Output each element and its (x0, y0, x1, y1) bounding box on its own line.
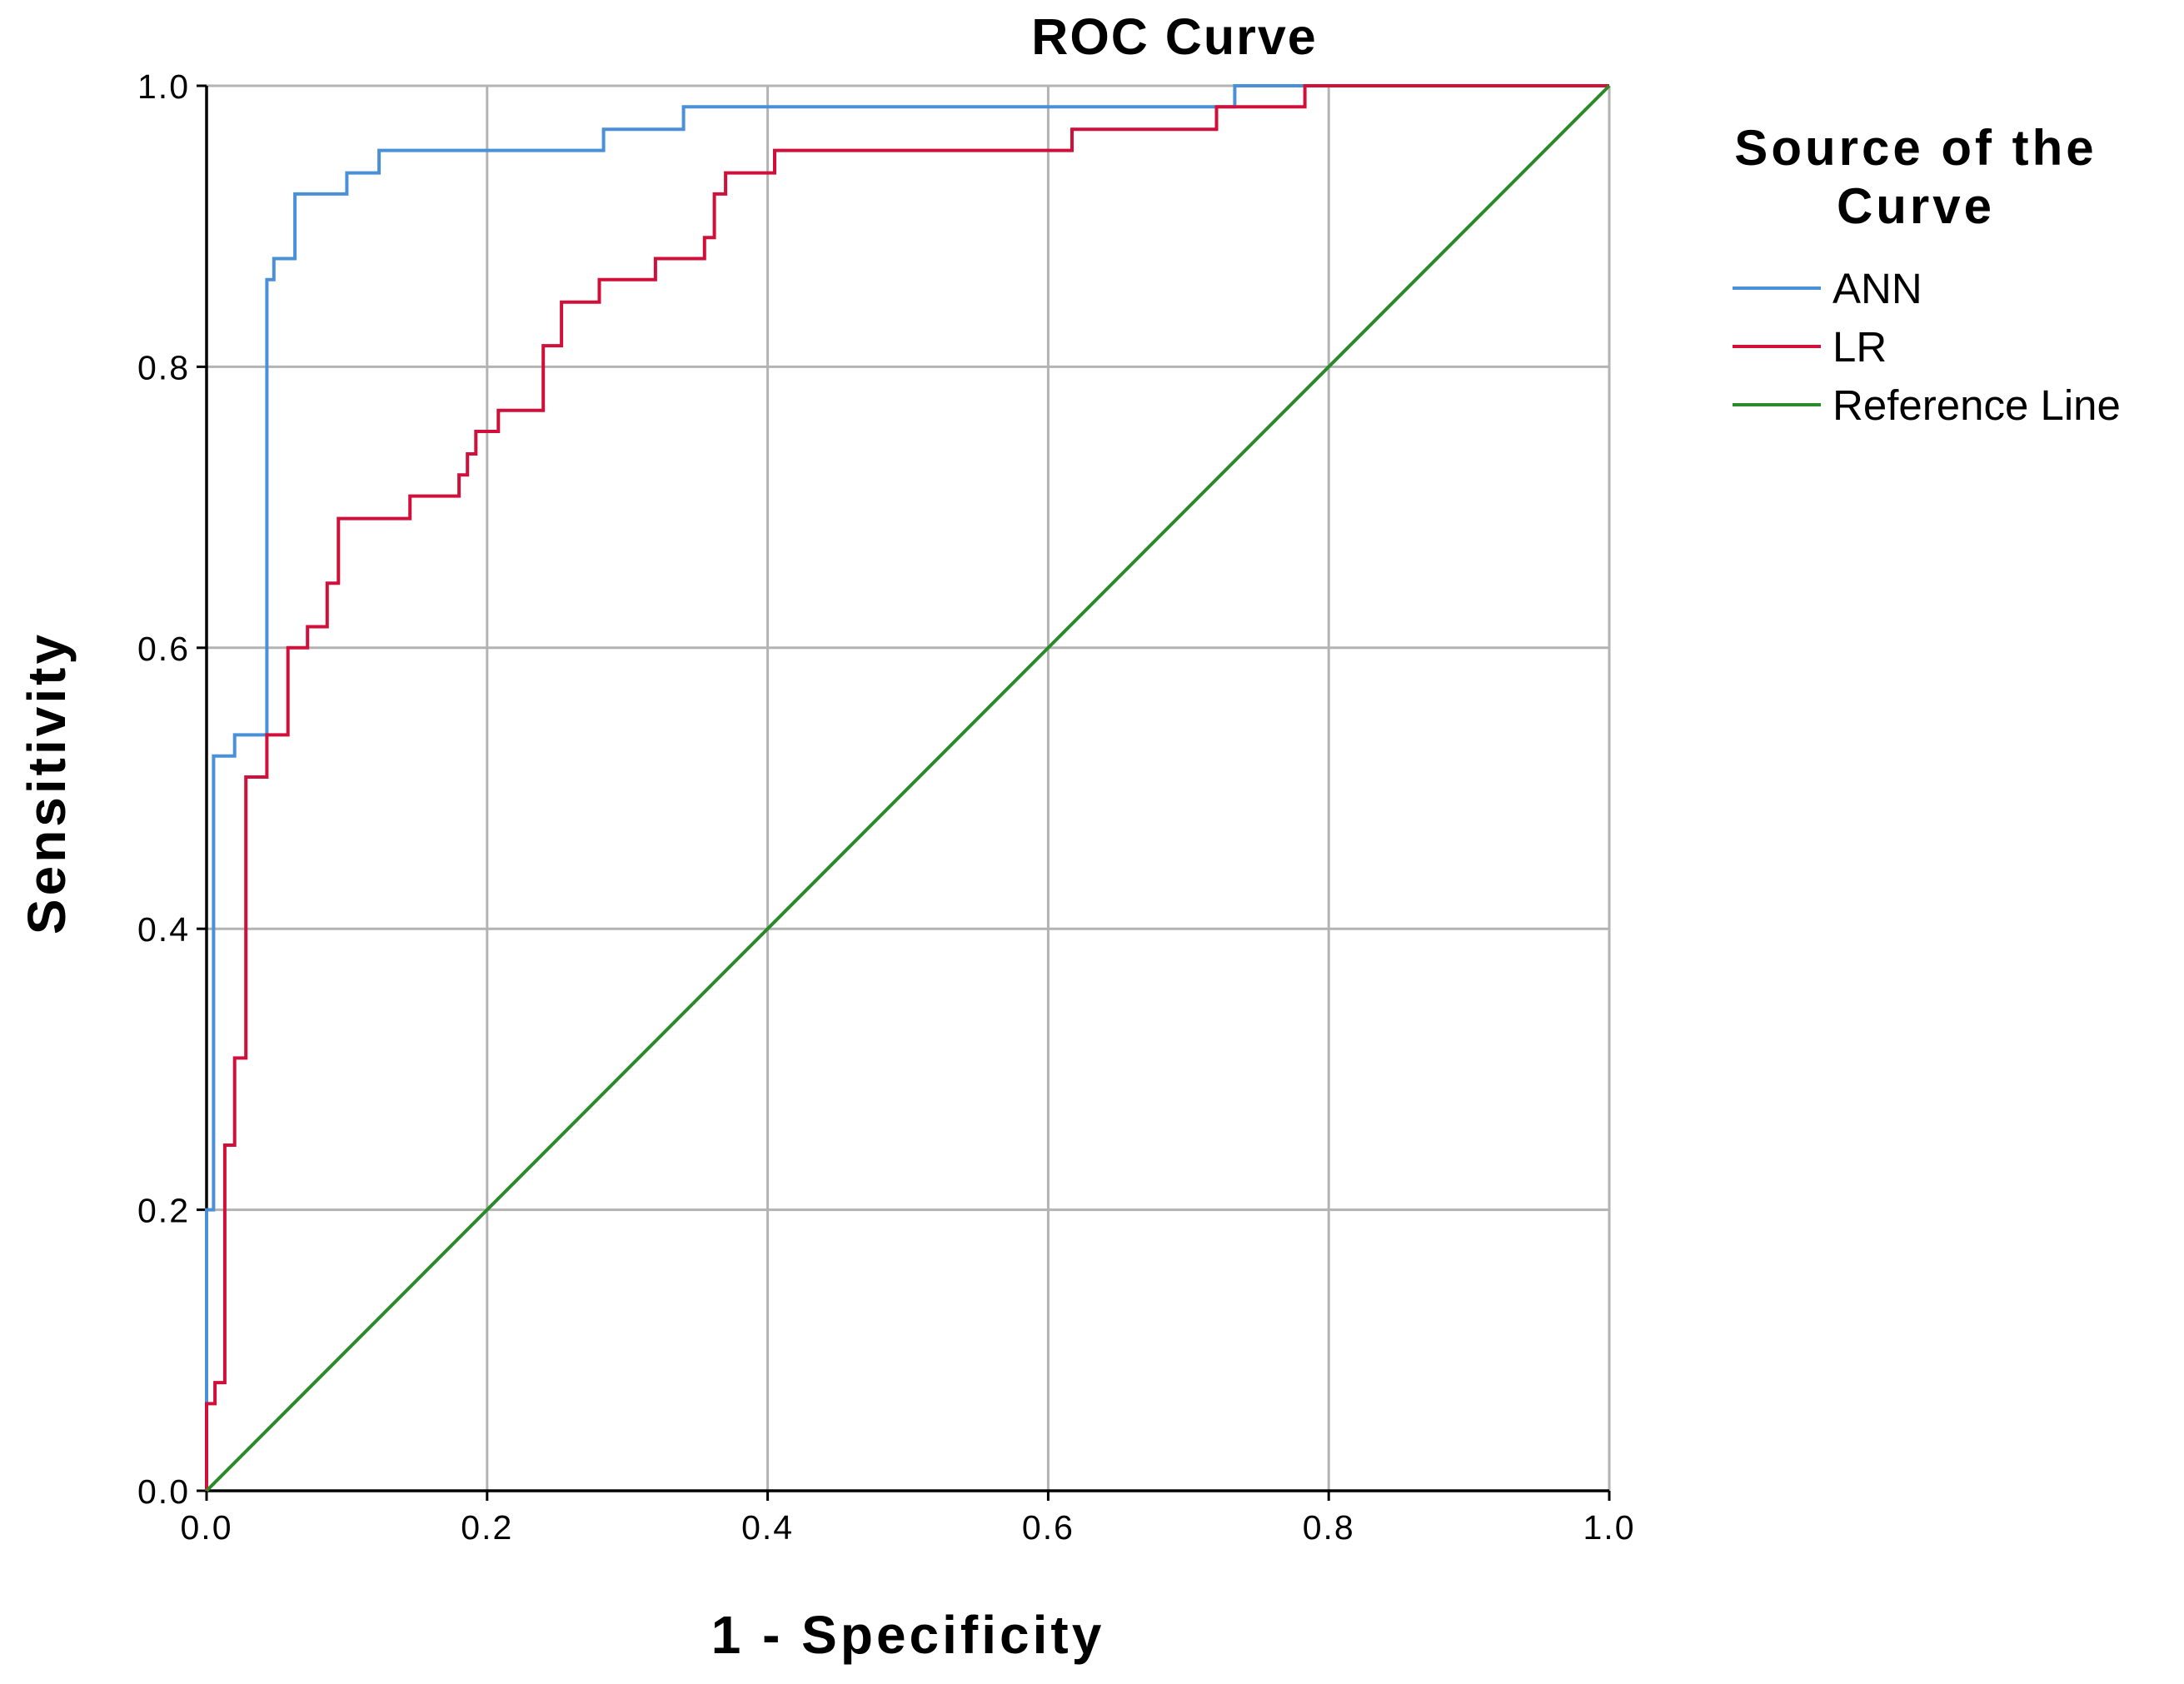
x-tick-label: 0.8 (1303, 1508, 1355, 1547)
series-line-ann (205, 84, 1609, 1491)
x-tick-label: 0.2 (461, 1508, 513, 1547)
y-tick-label: 0.4 (137, 910, 190, 949)
chart-title: ROC Curve (1031, 8, 1317, 65)
legend-label-reference-line: Reference Line (1832, 381, 2121, 429)
y-tick-label: 0.6 (137, 630, 190, 668)
y-tick-label: 0.8 (137, 348, 190, 386)
x-tick-label: 0.0 (181, 1508, 233, 1547)
y-axis-label: Sensitivity (17, 631, 77, 934)
y-tick-label: 1.0 (137, 67, 190, 106)
x-axis-label: 1 - Specificity (711, 1605, 1105, 1665)
x-tick-label: 0.4 (741, 1508, 794, 1547)
series-line-lr (205, 84, 1609, 1491)
series-group (205, 84, 1611, 1492)
legend: Source of the Curve ANN LR Reference Line (1733, 120, 2121, 429)
legend-items: ANN LR Reference Line (1733, 265, 2121, 429)
tick-labels: 0.0 0.2 0.4 0.6 0.8 1.0 0.0 0.2 0.4 0.6 0.8 1.0 (137, 67, 1636, 1547)
x-tick-label: 0.6 (1022, 1508, 1075, 1547)
series-line-reference-line (205, 84, 1611, 1492)
legend-label-lr: LR (1832, 323, 1887, 371)
y-tick-label: 0.2 (137, 1192, 190, 1230)
legend-title-line-1: Source of the (1734, 120, 2097, 176)
y-tick-label: 0.0 (137, 1472, 190, 1511)
legend-label-ann: ANN (1832, 265, 1922, 312)
legend-title-line-2: Curve (1837, 178, 1995, 234)
x-tick-label: 1.0 (1583, 1508, 1636, 1547)
